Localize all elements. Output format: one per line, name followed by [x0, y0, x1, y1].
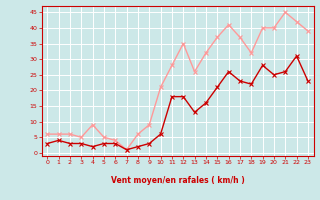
X-axis label: Vent moyen/en rafales ( km/h ): Vent moyen/en rafales ( km/h ) [111, 176, 244, 185]
